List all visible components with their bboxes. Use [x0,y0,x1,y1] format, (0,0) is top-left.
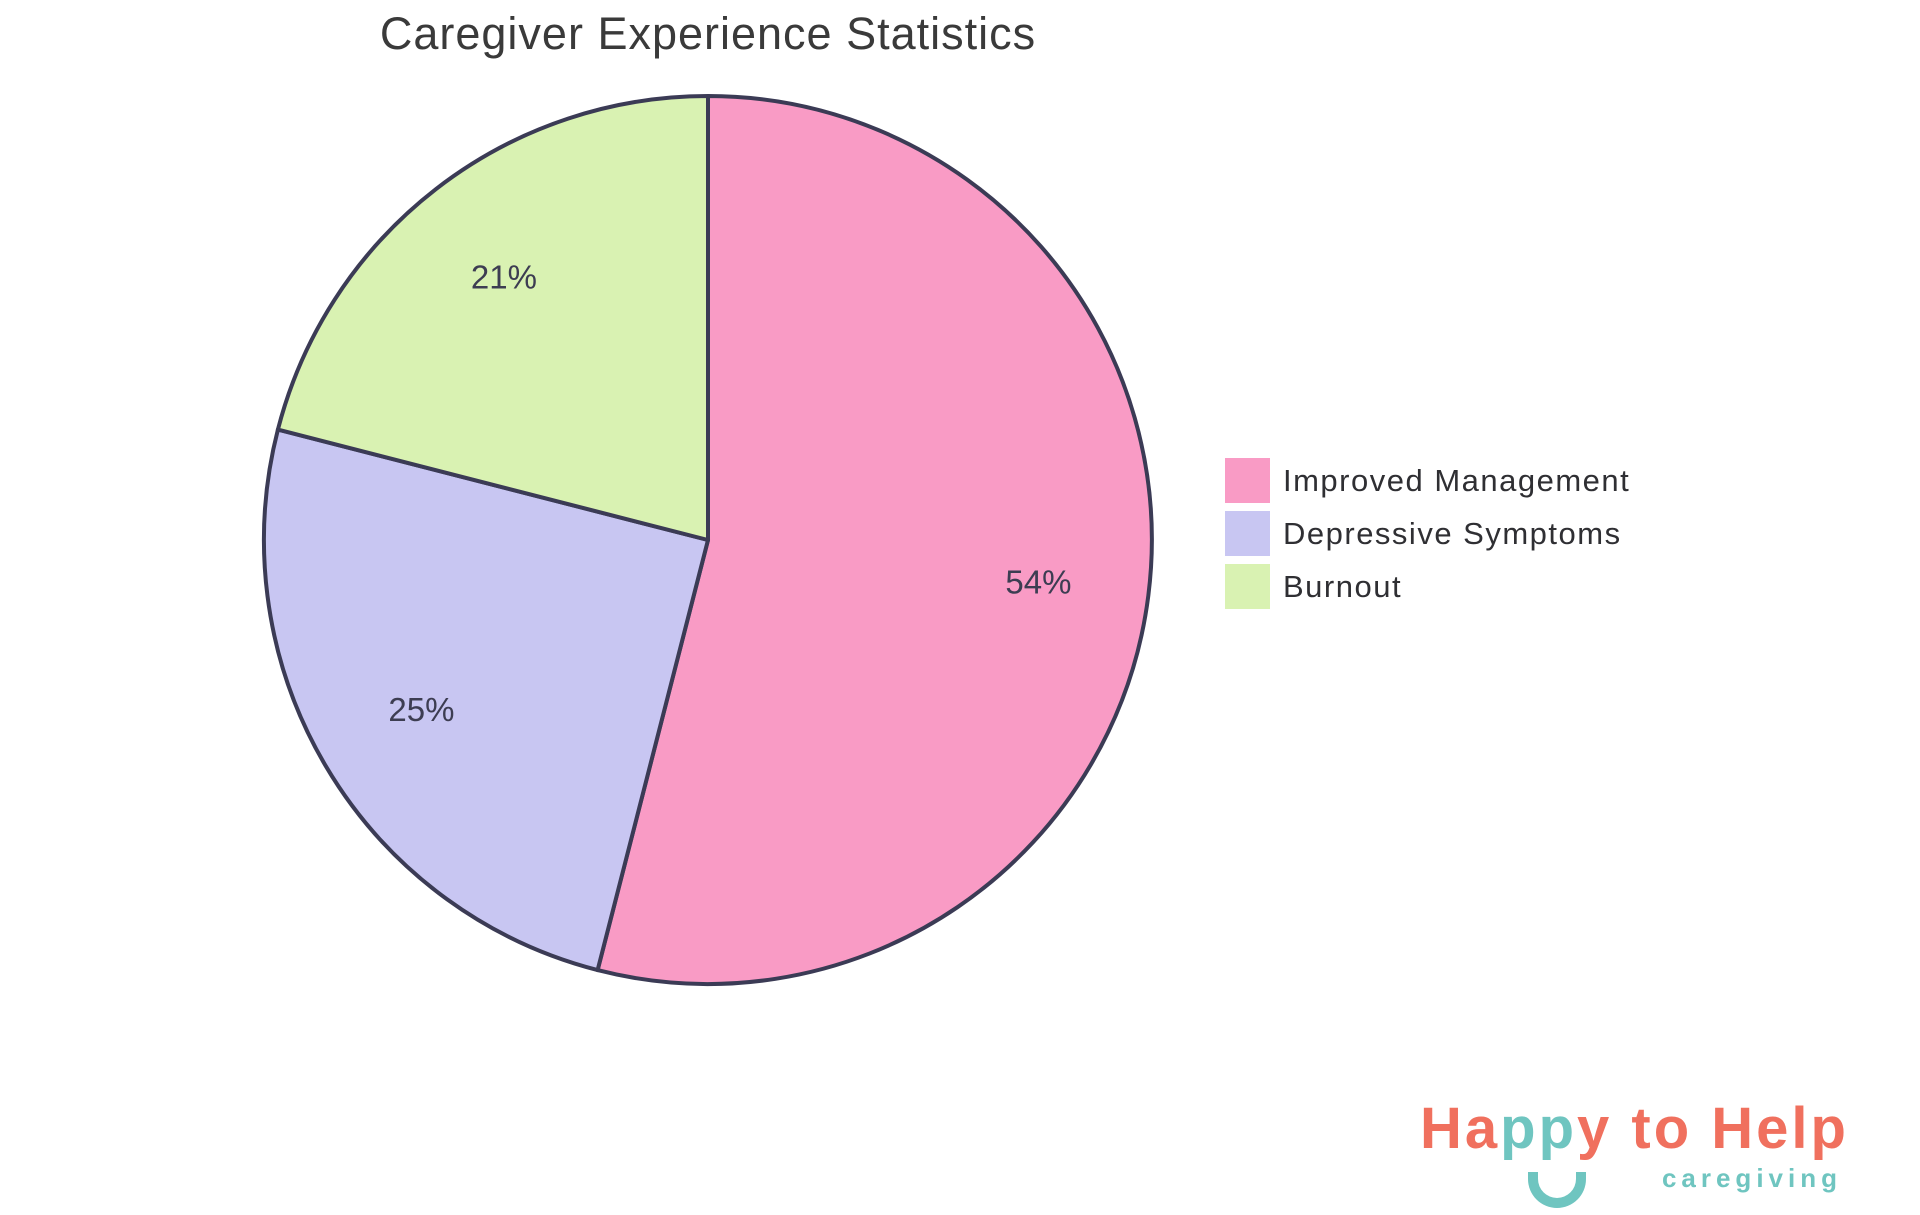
slice-percent-label-improved-management: 54% [1005,563,1071,600]
legend-item-improved-management: Improved Management [1225,458,1630,503]
legend-label-improved-management: Improved Management [1283,462,1631,498]
logo-text-segment: pp [1500,1096,1578,1161]
slice-percent-label-depressive-symptoms: 25% [388,691,454,728]
pie-slice-depressive-symptoms [262,427,710,973]
legend-item-burnout: Burnout [1225,564,1630,609]
brand-logo: Happy to Help caregiving [1420,1100,1890,1210]
logo-text-segment: Ha [1420,1096,1501,1161]
legend-label-burnout: Burnout [1283,568,1403,604]
chart-title: Caregiver Experience Statistics [379,8,1037,59]
logo-text-segment: y to Help [1577,1096,1849,1161]
slice-percent-label-burnout: 21% [471,258,537,295]
logo-tagline: caregiving [1661,1163,1842,1193]
legend-label-depressive-symptoms: Depressive Symptoms [1283,515,1622,551]
smile-icon [1528,1172,1586,1208]
logo-wordmark: Happy to Help [1420,1100,1890,1158]
legend-swatch-depressive-symptoms [1225,511,1270,556]
pie-slice-improved-management [595,94,1154,986]
legend-swatch-burnout [1225,564,1270,609]
legend-swatch-improved-management [1225,458,1270,503]
legend: Improved Management Depressive Symptoms … [1225,458,1630,609]
legend-item-depressive-symptoms: Depressive Symptoms [1225,511,1630,556]
pie-slice-burnout [275,94,710,542]
